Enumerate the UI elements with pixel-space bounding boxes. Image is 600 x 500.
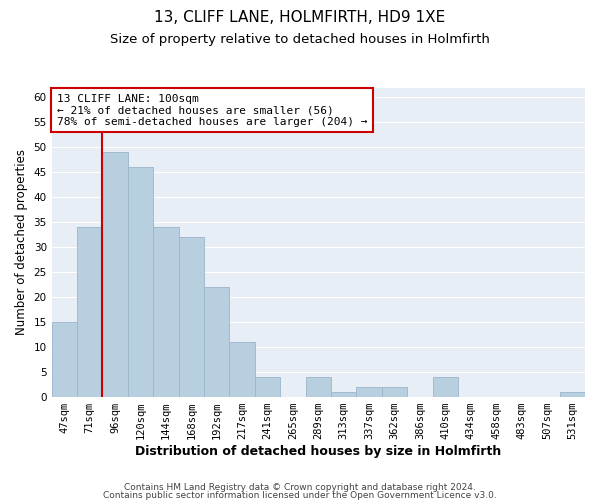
Bar	[153, 227, 179, 396]
Bar	[204, 287, 229, 397]
Bar	[52, 322, 77, 396]
Bar	[179, 237, 204, 396]
Bar	[382, 386, 407, 396]
Bar	[331, 392, 356, 396]
Text: Size of property relative to detached houses in Holmfirth: Size of property relative to detached ho…	[110, 32, 490, 46]
Text: Contains public sector information licensed under the Open Government Licence v3: Contains public sector information licen…	[103, 490, 497, 500]
Bar	[103, 152, 128, 396]
Text: Contains HM Land Registry data © Crown copyright and database right 2024.: Contains HM Land Registry data © Crown c…	[124, 484, 476, 492]
Text: 13, CLIFF LANE, HOLMFIRTH, HD9 1XE: 13, CLIFF LANE, HOLMFIRTH, HD9 1XE	[154, 10, 446, 25]
Bar	[229, 342, 255, 396]
Text: 13 CLIFF LANE: 100sqm
← 21% of detached houses are smaller (56)
78% of semi-deta: 13 CLIFF LANE: 100sqm ← 21% of detached …	[57, 94, 367, 127]
Bar	[305, 376, 331, 396]
Bar	[77, 227, 103, 396]
Bar	[433, 376, 458, 396]
Bar	[255, 376, 280, 396]
Y-axis label: Number of detached properties: Number of detached properties	[15, 149, 28, 335]
X-axis label: Distribution of detached houses by size in Holmfirth: Distribution of detached houses by size …	[135, 444, 502, 458]
Bar	[356, 386, 382, 396]
Bar	[560, 392, 585, 396]
Bar	[128, 168, 153, 396]
